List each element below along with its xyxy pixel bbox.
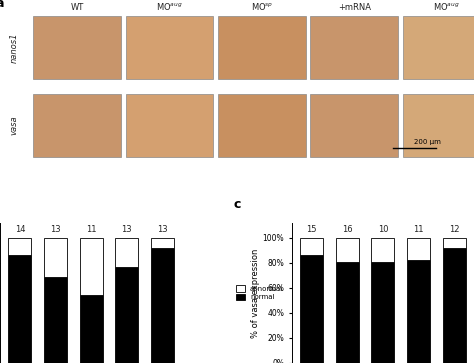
Bar bbox=[151, 238, 174, 248]
Text: 11: 11 bbox=[86, 225, 96, 234]
FancyBboxPatch shape bbox=[310, 94, 398, 157]
FancyBboxPatch shape bbox=[33, 16, 121, 79]
Text: 13: 13 bbox=[157, 225, 168, 234]
Bar bbox=[443, 238, 466, 248]
Bar bbox=[151, 248, 174, 363]
Text: 16: 16 bbox=[342, 225, 353, 234]
Bar bbox=[115, 267, 138, 363]
Text: c: c bbox=[233, 197, 241, 211]
Text: 10: 10 bbox=[378, 225, 388, 234]
Legend: abnormal, normal: abnormal, normal bbox=[235, 284, 284, 302]
Bar bbox=[371, 262, 394, 363]
Bar bbox=[8, 256, 31, 363]
Text: nanos1: nanos1 bbox=[10, 33, 18, 63]
FancyBboxPatch shape bbox=[310, 16, 398, 79]
FancyBboxPatch shape bbox=[33, 94, 121, 157]
Text: WT: WT bbox=[71, 3, 83, 12]
FancyBboxPatch shape bbox=[218, 94, 306, 157]
FancyBboxPatch shape bbox=[126, 16, 213, 79]
Bar bbox=[443, 248, 466, 363]
Text: MO$^{aug}$: MO$^{aug}$ bbox=[156, 0, 183, 12]
Text: MO$^{sp}$
+mRNA: MO$^{sp}$ +mRNA bbox=[338, 0, 371, 12]
Bar bbox=[300, 256, 323, 363]
Text: 13: 13 bbox=[121, 225, 132, 234]
Y-axis label: % of vasa expression: % of vasa expression bbox=[251, 248, 260, 338]
Bar bbox=[300, 238, 323, 256]
Bar bbox=[336, 262, 359, 363]
Bar bbox=[8, 238, 31, 256]
Bar bbox=[80, 295, 103, 363]
Bar bbox=[44, 238, 67, 277]
Bar bbox=[80, 238, 103, 295]
Text: 15: 15 bbox=[306, 225, 317, 234]
Text: 12: 12 bbox=[449, 225, 459, 234]
Text: MO$^{sp}$: MO$^{sp}$ bbox=[251, 0, 273, 12]
Bar bbox=[407, 238, 430, 260]
Bar bbox=[336, 238, 359, 262]
FancyBboxPatch shape bbox=[218, 16, 306, 79]
Text: a: a bbox=[0, 0, 4, 10]
Text: $rps19$
MO$^{aug}$: $rps19$ MO$^{aug}$ bbox=[433, 0, 460, 12]
Text: 14: 14 bbox=[15, 225, 25, 234]
Bar bbox=[115, 238, 138, 267]
Text: 13: 13 bbox=[50, 225, 61, 234]
FancyBboxPatch shape bbox=[126, 94, 213, 157]
Bar bbox=[407, 260, 430, 363]
Text: 11: 11 bbox=[413, 225, 424, 234]
Bar bbox=[371, 238, 394, 262]
Bar bbox=[44, 277, 67, 363]
FancyBboxPatch shape bbox=[403, 16, 474, 79]
Text: 200 μm: 200 μm bbox=[414, 139, 441, 145]
FancyBboxPatch shape bbox=[403, 94, 474, 157]
Text: vasa: vasa bbox=[10, 115, 18, 135]
